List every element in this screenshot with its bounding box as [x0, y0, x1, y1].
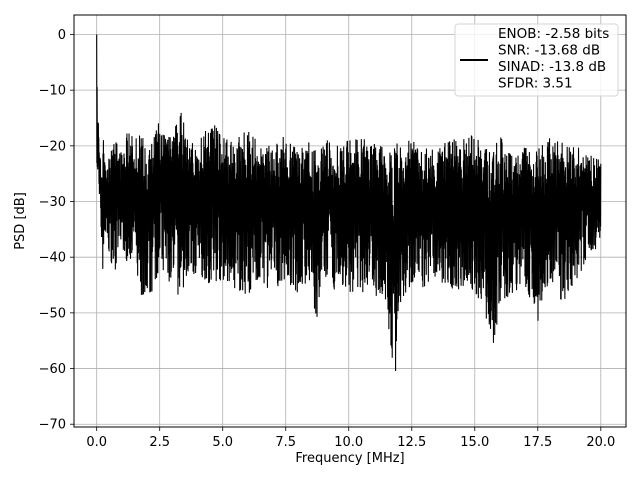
x-tick-label: 2.5	[149, 435, 170, 450]
psd-series-line	[96, 34, 602, 371]
legend-snr: SNR: -13.68 dB	[498, 43, 600, 59]
x-tick-label: 20.0	[586, 435, 615, 450]
y-tick-label: −20	[39, 139, 66, 154]
x-tick-label: 15.0	[460, 435, 489, 450]
legend-sfdr: SFDR: 3.51	[498, 76, 573, 92]
x-tick-label: 10.0	[334, 435, 363, 450]
x-tick-label: 5.0	[212, 435, 233, 450]
legend-box	[454, 23, 619, 97]
y-axis-label: PSD [dB]	[13, 192, 28, 250]
x-tick-label: 17.5	[523, 435, 552, 450]
legend-enob: ENOB: -2.58 bits	[498, 26, 609, 42]
y-tick-label: −60	[39, 362, 66, 377]
legend-sinad: SINAD: -13.8 dB	[498, 59, 606, 75]
x-tick-label: 0.0	[86, 435, 107, 450]
y-tick-label: −40	[39, 251, 66, 266]
x-axis-ticks: 0.0 2.5 5.0 7.5 10.0 12.5 15.0 17.5 20.0	[86, 427, 615, 450]
plot-frame	[73, 14, 627, 428]
x-tick-label: 7.5	[275, 435, 296, 450]
legend: ENOB: -2.58 bits SNR: -13.68 dB SINAD: -…	[454, 23, 619, 97]
y-tick-label: 0	[58, 28, 66, 43]
x-tick-label: 12.5	[397, 435, 426, 450]
y-axis-ticks: 0 −10 −20 −30 −40 −50 −60 −70	[39, 28, 74, 433]
x-axis-label: Frequency [MHz]	[295, 451, 404, 466]
y-tick-label: −10	[39, 84, 66, 99]
y-tick-label: −50	[39, 306, 66, 321]
psd-trace	[96, 34, 602, 371]
y-tick-label: −30	[39, 195, 66, 210]
y-tick-label: −70	[39, 418, 66, 433]
